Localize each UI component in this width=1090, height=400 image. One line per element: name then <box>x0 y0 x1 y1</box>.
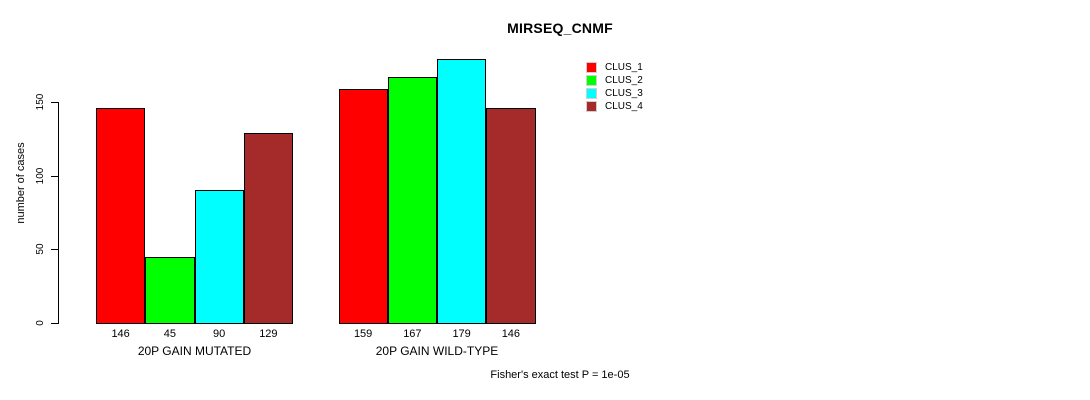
y-axis-tick-label: 50 <box>35 243 46 255</box>
legend-entry-clus_2: CLUS_2 <box>586 74 643 87</box>
legend-label: CLUS_2 <box>605 75 643 86</box>
y-axis-tick <box>51 175 58 177</box>
legend-entry-clus_4: CLUS_4 <box>586 100 643 113</box>
legend: CLUS_1 CLUS_2 CLUS_3 CLUS_4 <box>586 61 643 113</box>
bar-value-label: 167 <box>403 328 422 340</box>
legend-swatch-clus_4 <box>586 101 597 112</box>
legend-swatch-clus_1 <box>586 62 597 73</box>
y-axis-tick <box>51 102 58 103</box>
chart-title: MIRSEQ_CNMF <box>507 20 613 36</box>
bar-clus_2-group1 <box>145 256 195 324</box>
bar-clus_4-group2 <box>486 107 536 324</box>
legend-swatch-clus_2 <box>586 75 597 86</box>
bar-value-label: 159 <box>353 328 373 340</box>
y-axis-line <box>58 102 59 324</box>
legend-entry-clus_1: CLUS_1 <box>586 61 643 74</box>
x-category-label: 20P GAIN MUTATED <box>137 344 252 358</box>
y-axis-tick-label: 0 <box>35 320 46 326</box>
y-axis-tick <box>51 323 58 324</box>
bar-clus_1-group1 <box>96 107 146 324</box>
legend-swatch-clus_3 <box>586 88 597 99</box>
bar-value-label: 45 <box>163 328 176 340</box>
annotation-text: Fisher's exact test P = 1e-05 <box>490 369 630 381</box>
legend-entry-clus_3: CLUS_3 <box>586 87 643 100</box>
bar-clus_4-group1 <box>243 132 293 324</box>
y-axis-tick <box>51 249 58 251</box>
bar-value-label: 90 <box>213 328 226 340</box>
bar-clus_3-group2 <box>437 59 487 324</box>
y-axis-tick-label: 150 <box>35 93 46 111</box>
y-axis-label: number of cases <box>15 142 27 224</box>
bar-clus_3-group1 <box>194 190 244 324</box>
bar-value-label: 146 <box>111 328 130 340</box>
y-axis-tick-label: 100 <box>35 167 46 184</box>
bar-clus_2-group2 <box>387 76 437 324</box>
legend-label: CLUS_1 <box>605 62 643 73</box>
bar-clus_1-group2 <box>338 88 388 324</box>
bar-value-label: 179 <box>452 328 471 340</box>
bar-value-label: 129 <box>259 328 278 340</box>
legend-label: CLUS_3 <box>605 88 643 99</box>
x-category-label: 20P GAIN WILD-TYPE <box>375 344 499 358</box>
bar-value-label: 146 <box>501 328 521 340</box>
legend-label: CLUS_4 <box>605 101 643 112</box>
